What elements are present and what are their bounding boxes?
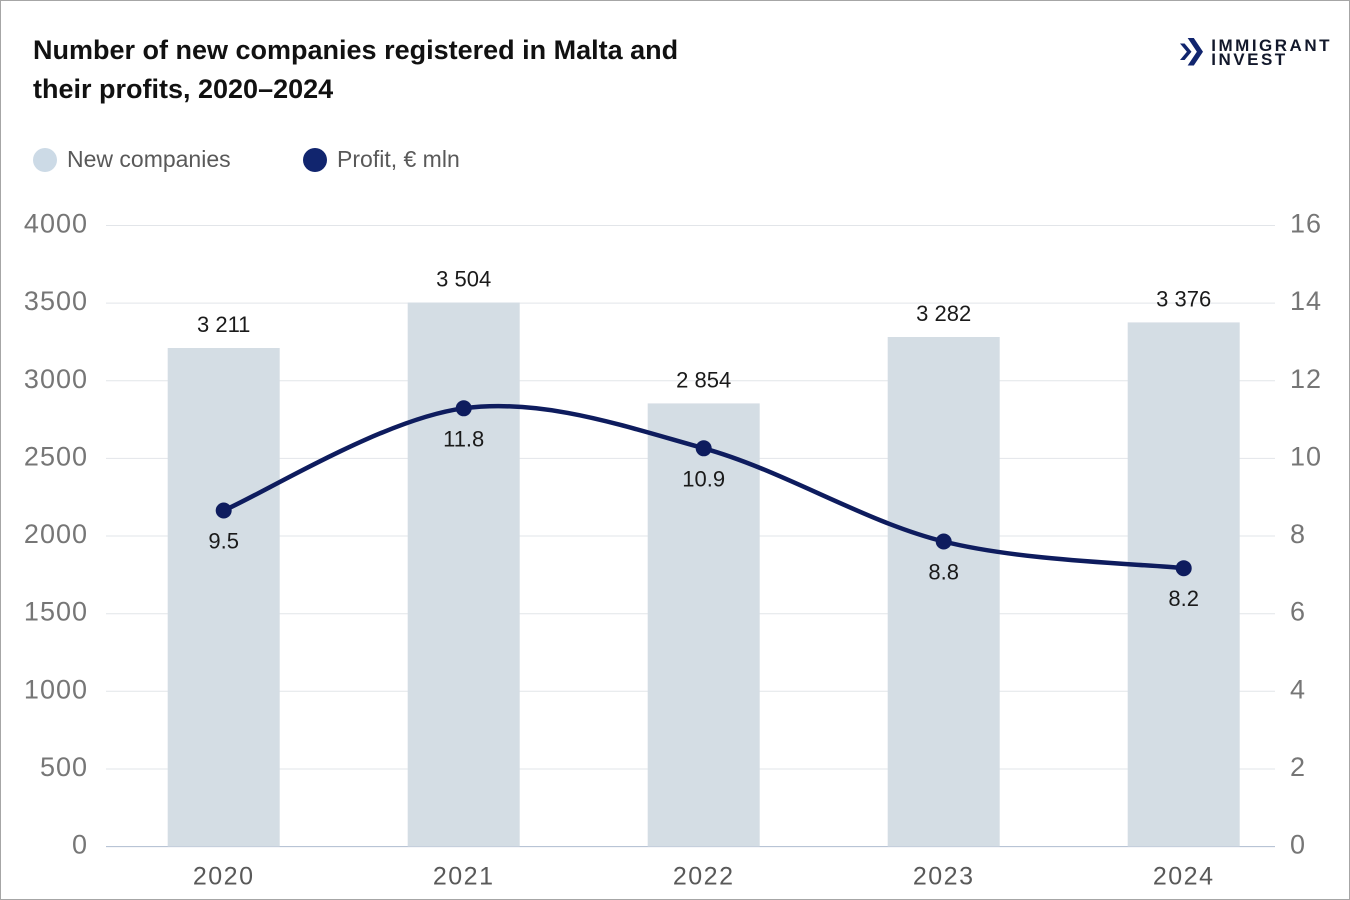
svg-text:4: 4 [1290, 674, 1306, 704]
svg-text:2020: 2020 [193, 863, 255, 891]
svg-text:16: 16 [1290, 209, 1322, 239]
svg-text:1000: 1000 [24, 674, 88, 704]
svg-text:3 211: 3 211 [197, 312, 250, 337]
svg-text:2022: 2022 [673, 863, 735, 891]
svg-text:0: 0 [1290, 830, 1306, 860]
svg-text:2021: 2021 [433, 863, 495, 891]
svg-text:2 854: 2 854 [676, 367, 731, 392]
svg-text:3 376: 3 376 [1156, 286, 1211, 311]
svg-text:8: 8 [1290, 519, 1306, 549]
svg-text:2024: 2024 [1153, 863, 1215, 891]
svg-text:11.8: 11.8 [443, 426, 484, 451]
svg-text:3 504: 3 504 [436, 267, 491, 292]
svg-text:10: 10 [1290, 441, 1322, 471]
svg-text:2000: 2000 [24, 519, 88, 549]
svg-text:2500: 2500 [24, 441, 88, 471]
svg-text:8.8: 8.8 [928, 560, 959, 585]
svg-text:2023: 2023 [913, 863, 975, 891]
svg-text:3 282: 3 282 [916, 301, 971, 326]
svg-text:9.5: 9.5 [208, 529, 239, 554]
svg-text:1500: 1500 [24, 597, 88, 627]
svg-text:12: 12 [1290, 364, 1322, 394]
svg-text:3500: 3500 [24, 286, 88, 316]
svg-text:2: 2 [1290, 752, 1306, 782]
svg-text:10.9: 10.9 [682, 466, 725, 491]
svg-text:6: 6 [1290, 597, 1306, 627]
svg-text:8.2: 8.2 [1168, 586, 1199, 611]
svg-text:4000: 4000 [24, 209, 88, 239]
svg-text:0: 0 [72, 830, 88, 860]
svg-text:500: 500 [40, 752, 88, 782]
svg-text:3000: 3000 [24, 364, 88, 394]
svg-text:14: 14 [1290, 286, 1322, 316]
